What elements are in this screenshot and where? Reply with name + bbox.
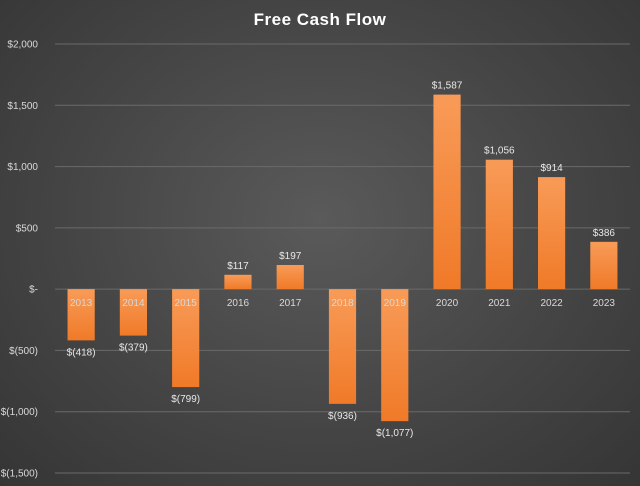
data-label: $(936) (328, 411, 357, 422)
bar (433, 94, 461, 290)
data-label: $117 (227, 261, 249, 272)
y-tick-label: $(1,000) (1, 407, 38, 418)
y-tick-label: $1,000 (7, 162, 38, 173)
x-tick-label: 2017 (279, 298, 302, 309)
chart-title: Free Cash Flow (254, 10, 387, 29)
data-label: $914 (540, 163, 563, 174)
data-label: $386 (593, 228, 616, 239)
x-tick-label: 2022 (540, 298, 563, 309)
bar (276, 264, 304, 290)
bar (119, 289, 147, 336)
x-tick-label: 2013 (70, 298, 93, 309)
x-tick-label: 2020 (436, 298, 459, 309)
bar (67, 289, 95, 341)
y-tick-label: $500 (16, 223, 39, 234)
x-tick-label: 2021 (488, 298, 511, 309)
bar (224, 274, 252, 290)
bar (590, 241, 618, 290)
data-label: $1,056 (484, 146, 515, 157)
data-label: $(1,077) (376, 428, 413, 439)
x-tick-label: 2018 (331, 298, 354, 309)
x-tick-label: 2016 (227, 298, 250, 309)
data-label: $(379) (119, 343, 148, 354)
y-tick-label: $(1,500) (1, 469, 38, 480)
data-labels: $(418) $(379) $(799) $117 $197 $(936) $(1,077)… (67, 81, 616, 440)
y-tick-label: $(500) (9, 346, 38, 357)
y-tick-label: $- (29, 285, 38, 296)
bar (172, 289, 200, 388)
y-tick-label: $1,500 (7, 101, 38, 112)
x-tick-label: 2023 (593, 298, 616, 309)
y-axis-tick-labels: $2,000 $1,500 $1,000 $500 $- $(500) $(1,000) $(… (1, 40, 39, 480)
x-axis-tick-labels: 2013 2014 2015 2016 2017 2018 2019 2020 2021 2022… (70, 298, 615, 309)
data-label: $(418) (67, 347, 96, 358)
data-label: $(799) (171, 394, 200, 405)
x-tick-label: 2019 (384, 298, 407, 309)
bars (67, 94, 618, 422)
bar (328, 289, 357, 404)
bar (538, 177, 566, 290)
x-tick-label: 2014 (122, 298, 145, 309)
x-tick-label: 2015 (175, 298, 198, 309)
bar (381, 289, 409, 422)
bar (485, 159, 513, 290)
data-label: $1,587 (432, 81, 463, 92)
y-tick-label: $2,000 (7, 40, 38, 51)
data-label: $197 (279, 251, 302, 262)
